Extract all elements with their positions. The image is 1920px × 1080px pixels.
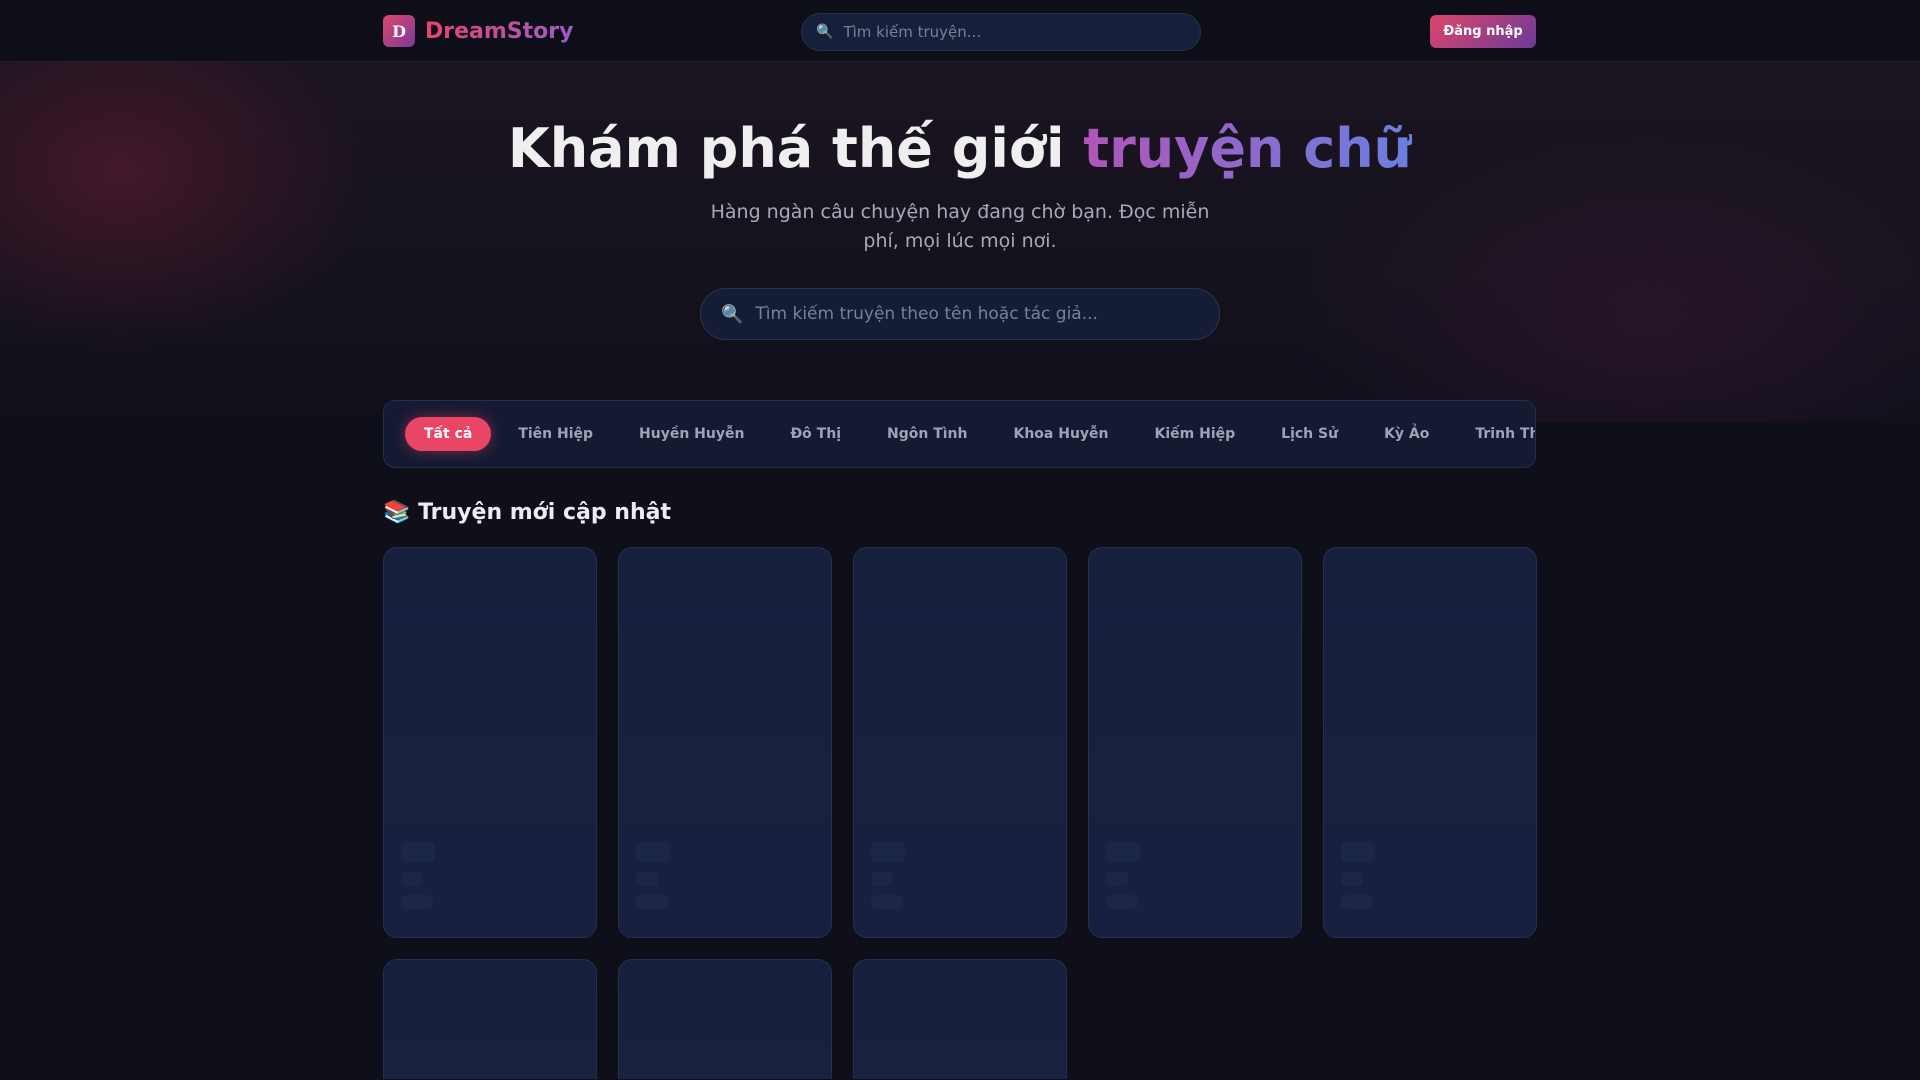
section-title: 📚 Truyện mới cập nhật [383,500,671,525]
cover-skeleton [1324,548,1536,826]
cover-skeleton [384,548,596,826]
category-chip[interactable]: Huyền Huyễn [620,417,763,451]
story-card-skeleton[interactable] [853,547,1067,938]
author-skeleton [1106,872,1128,886]
author-skeleton [401,872,423,886]
meta-skeleton [1106,895,1138,909]
story-card-skeleton[interactable] [383,547,597,938]
meta-skeleton [871,895,903,909]
category-chip[interactable]: Khoa Huyễn [994,417,1127,451]
author-skeleton [871,872,893,886]
hero-search[interactable]: 🔍 [700,288,1220,340]
cover-skeleton [619,960,831,1079]
story-card-skeleton[interactable] [853,959,1067,1079]
title-skeleton [1341,842,1375,862]
section-title-text: Truyện mới cập nhật [418,500,671,525]
search-icon: 🔍 [816,24,834,40]
books-icon: 📚 [383,500,411,525]
logo[interactable]: D DreamStory [383,15,573,47]
top-nav: D DreamStory 🔍 Đăng nhập [0,0,1920,62]
cover-skeleton [1089,548,1301,826]
author-skeleton [1341,872,1363,886]
category-chip[interactable]: Lịch Sử [1262,417,1357,451]
cover-skeleton [854,960,1066,1079]
title-skeleton [401,842,435,862]
story-grid [383,547,1537,1079]
title-skeleton [636,842,670,862]
category-chip[interactable]: Kỳ Ảo [1365,417,1448,451]
meta-skeleton [636,895,668,909]
hero-subtitle: Hàng ngàn câu chuyện hay đang chờ bạn. Đ… [710,201,1210,252]
author-skeleton [636,872,658,886]
logo-mark: D [383,15,415,47]
category-chip[interactable]: Kiếm Hiệp [1136,417,1255,451]
cover-skeleton [619,548,831,826]
nav-search-input[interactable] [843,23,1174,41]
category-chip[interactable]: Tiên Hiệp [499,417,612,451]
login-button[interactable]: Đăng nhập [1430,15,1536,48]
meta-skeleton [1341,895,1373,909]
hero-search-input[interactable] [755,304,1196,324]
story-card-skeleton[interactable] [383,959,597,1079]
category-bar: Tất cả Tiên Hiệp Huyền Huyễn Đô Thị Ngôn Tìn… [383,400,1536,468]
story-card-skeleton[interactable] [618,959,832,1079]
search-icon: 🔍 [721,303,744,325]
title-skeleton [1106,842,1140,862]
nav-search[interactable]: 🔍 [801,13,1201,51]
category-chip[interactable]: Tất cả [405,417,492,451]
story-card-skeleton[interactable] [618,547,832,938]
title-skeleton [871,842,905,862]
cover-skeleton [854,548,1066,826]
category-chip[interactable]: Trinh Thám [1456,417,1535,451]
story-card-skeleton[interactable] [1088,547,1302,938]
category-chip[interactable]: Đô Thị [771,417,860,451]
title-highlight: truyện chữ [1083,117,1413,180]
brand-name: DreamStory [425,18,574,44]
meta-skeleton [401,895,433,909]
story-card-skeleton[interactable] [1323,547,1537,938]
page-title: Khám phá thế giới truyện chữ [0,117,1920,180]
cover-skeleton [384,960,596,1079]
title-plain: Khám phá thế giới [507,117,1084,180]
category-chip[interactable]: Ngôn Tình [868,417,986,451]
